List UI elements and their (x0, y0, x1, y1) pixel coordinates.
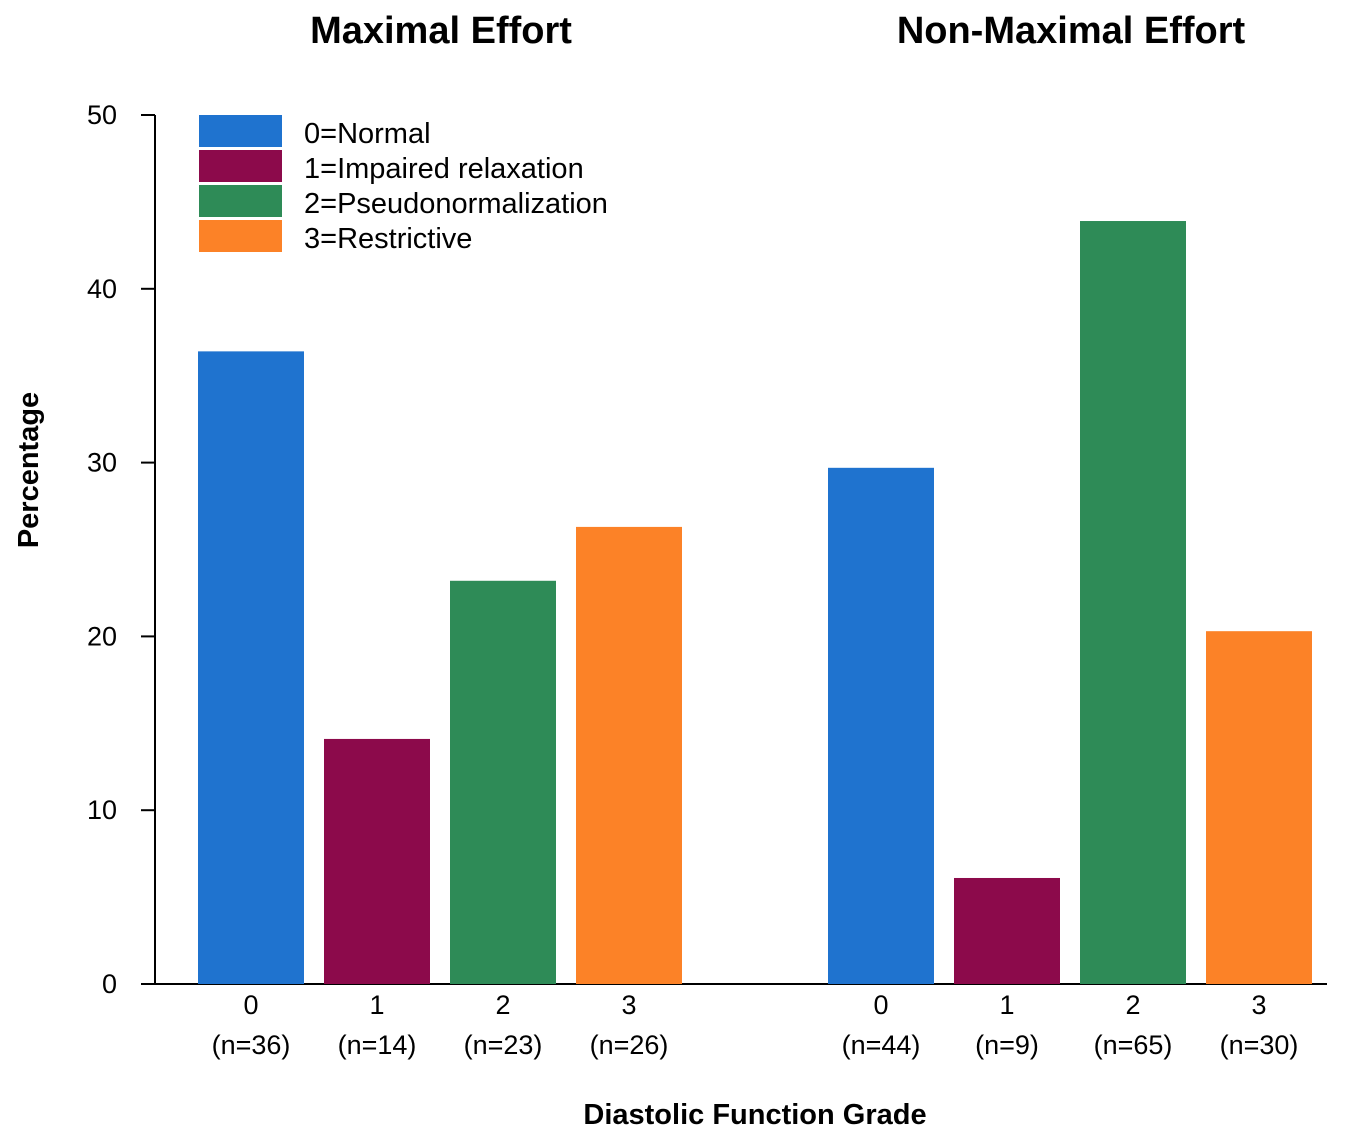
x-axis-title: Diastolic Function Grade (583, 1099, 926, 1131)
x-tick-n-label: (n=14) (338, 1030, 417, 1060)
x-tick-label: 3 (1251, 990, 1266, 1020)
x-tick-label: 2 (1125, 990, 1140, 1020)
legend-swatch (199, 150, 282, 182)
legend-label: 0=Normal (304, 118, 431, 150)
y-tick-label: 40 (87, 274, 117, 304)
bar-p2-grade-1 (954, 877, 1060, 984)
x-tick-label: 0 (873, 990, 888, 1020)
y-tick-label: 10 (87, 795, 117, 825)
x-tick-label: 1 (369, 990, 384, 1020)
panel-title-maximal: Maximal Effort (310, 10, 572, 52)
bar-p2-grade-2 (1080, 221, 1186, 984)
legend-label: 3=Restrictive (304, 223, 472, 255)
panel-title-non-maximal: Non-Maximal Effort (897, 10, 1246, 52)
x-tick-label: 0 (243, 990, 258, 1020)
x-tick-n-label: (n=36) (212, 1030, 291, 1060)
legend-swatch (199, 115, 282, 147)
y-tick-label: 30 (87, 448, 117, 478)
bar-p1-grade-3 (576, 526, 682, 984)
bar-p1-grade-0 (198, 351, 304, 984)
legend-swatch (199, 185, 282, 217)
bar-p1-grade-1 (324, 738, 430, 984)
x-tick-n-label: (n=9) (975, 1030, 1039, 1060)
x-tick-label: 1 (999, 990, 1014, 1020)
bars (198, 221, 1312, 985)
y-tick-label: 0 (102, 969, 117, 999)
legend-label: 2=Pseudonormalization (304, 188, 608, 220)
legend-label: 1=Impaired relaxation (304, 153, 584, 185)
panel-titles: Maximal Effort Non-Maximal Effort (310, 10, 1245, 52)
x-tick-n-label: (n=30) (1220, 1030, 1299, 1060)
y-tick-label: 20 (87, 621, 117, 651)
x-tick-labels: 0 (n=36) 1 (n=14) 2 (n=23) 3 (n=26) 0 (n=44) 1 (n=9… (212, 990, 1299, 1060)
legend-swatch (199, 220, 282, 252)
bar-p2-grade-0 (828, 467, 934, 985)
x-tick-n-label: (n=26) (590, 1030, 669, 1060)
x-tick-n-label: (n=23) (464, 1030, 543, 1060)
x-tick-label: 2 (495, 990, 510, 1020)
x-tick-n-label: (n=44) (842, 1030, 921, 1060)
x-tick-label: 3 (621, 990, 636, 1020)
bar-p2-grade-3 (1206, 631, 1312, 984)
x-tick-n-label: (n=65) (1094, 1030, 1173, 1060)
y-axis-title: Percentage (13, 392, 45, 548)
bar-p1-grade-2 (450, 580, 556, 984)
y-tick-label: 50 (87, 100, 117, 130)
